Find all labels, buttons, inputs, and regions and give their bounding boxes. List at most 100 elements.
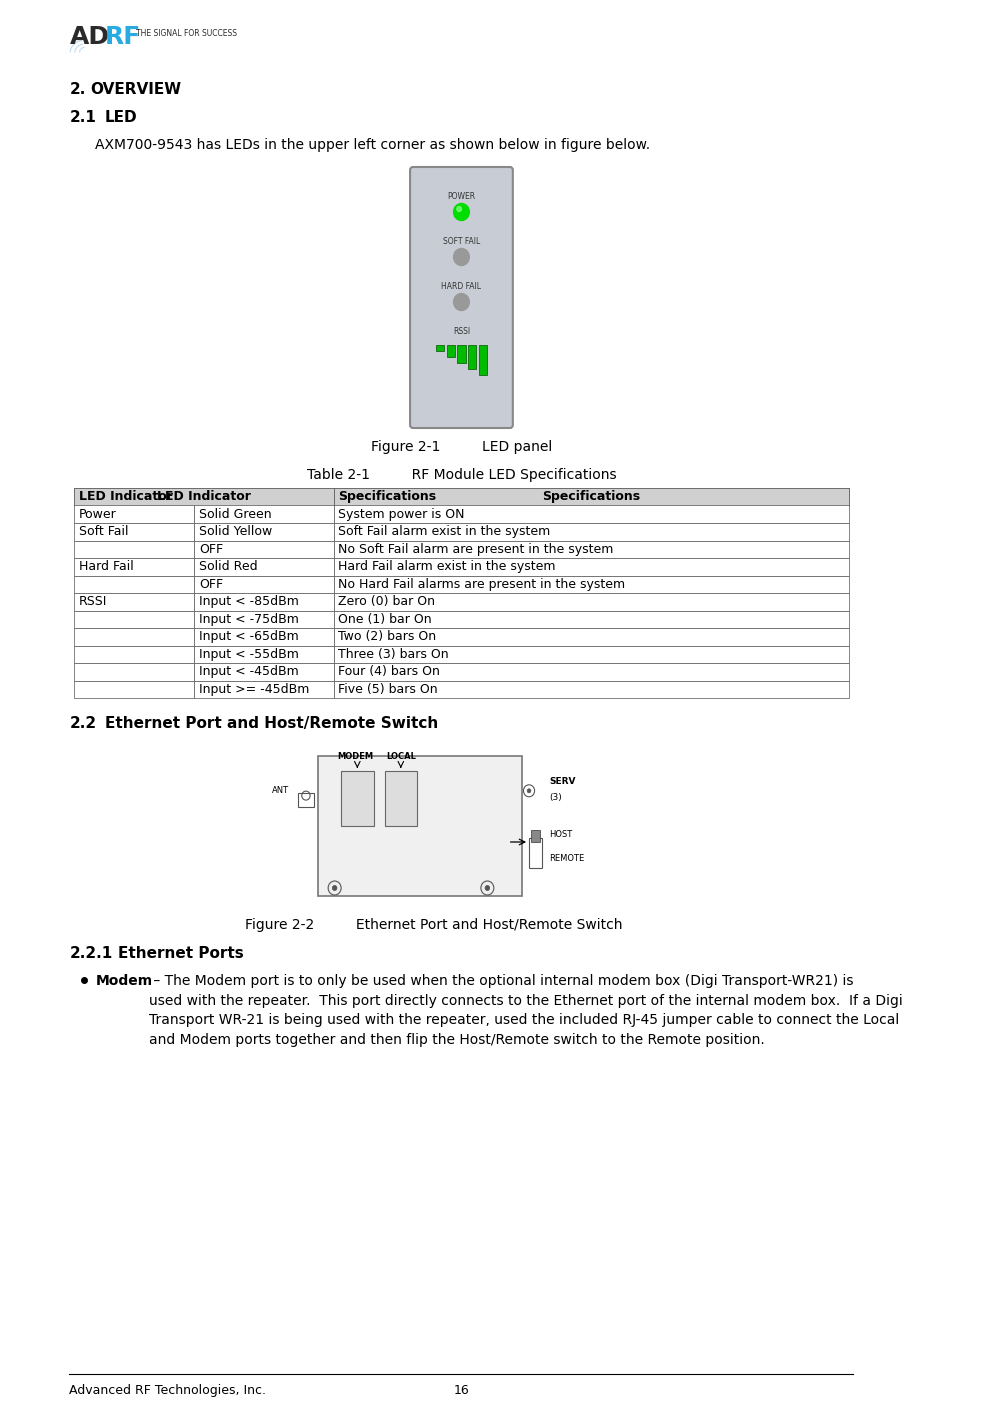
Text: Ethernet Ports: Ethernet Ports	[118, 946, 243, 961]
Bar	[74, 506, 194, 523]
Text: Solid Red: Solid Red	[198, 561, 257, 573]
Text: POWER: POWER	[448, 193, 476, 201]
Bar	[479, 346, 487, 375]
Text: Power: Power	[79, 508, 117, 521]
Bar	[194, 506, 334, 523]
Text: One (1) bar On: One (1) bar On	[338, 613, 432, 626]
Bar	[529, 838, 542, 868]
Text: Input < -65dBm: Input < -65dBm	[198, 630, 298, 643]
Text: Zero (0) bar On: Zero (0) bar On	[338, 595, 436, 609]
Bar	[334, 593, 848, 610]
Text: Two (2) bars On: Two (2) bars On	[338, 630, 437, 643]
Text: SOFT FAIL: SOFT FAIL	[443, 236, 481, 246]
Text: RSSI: RSSI	[453, 327, 470, 336]
Bar	[334, 523, 848, 541]
Bar	[436, 346, 445, 351]
Circle shape	[486, 885, 490, 891]
Text: 16: 16	[454, 1383, 470, 1398]
Circle shape	[527, 789, 530, 793]
Text: No Hard Fail alarms are present in the system: No Hard Fail alarms are present in the s…	[338, 578, 625, 590]
Text: Four (4) bars On: Four (4) bars On	[338, 666, 440, 678]
Bar	[334, 489, 848, 506]
Text: Three (3) bars On: Three (3) bars On	[338, 647, 449, 661]
Bar	[468, 346, 477, 370]
Text: Solid Green: Solid Green	[198, 508, 271, 521]
Bar	[194, 663, 334, 681]
Text: Table 2-1   RF Module LED Specifications: Table 2-1 RF Module LED Specifications	[307, 469, 616, 481]
Text: Figure 2-1   LED panel: Figure 2-1 LED panel	[371, 440, 552, 455]
Text: Solid Yellow: Solid Yellow	[198, 525, 272, 538]
Text: Input >= -45dBm: Input >= -45dBm	[198, 683, 309, 695]
Text: 2.: 2.	[70, 82, 86, 98]
Text: 2.1: 2.1	[70, 110, 97, 125]
Text: Hard Fail alarm exist in the system: Hard Fail alarm exist in the system	[338, 561, 555, 573]
Bar	[334, 610, 848, 629]
Text: MODEM: MODEM	[337, 752, 373, 760]
Bar	[74, 629, 194, 646]
Bar	[334, 681, 848, 698]
Text: 2.2: 2.2	[70, 716, 97, 731]
Bar	[194, 629, 334, 646]
Text: Five (5) bars On: Five (5) bars On	[338, 683, 438, 695]
Text: (3): (3)	[549, 793, 562, 801]
Bar	[194, 681, 334, 698]
Bar	[74, 593, 194, 610]
Bar	[334, 575, 848, 593]
Text: – The Modem port is to only be used when the optional internal modem box (Digi T: – The Modem port is to only be used when…	[149, 974, 903, 1046]
Text: Specifications: Specifications	[338, 490, 437, 503]
Bar	[194, 646, 334, 663]
Bar	[194, 610, 334, 629]
Bar	[74, 646, 194, 663]
Bar	[74, 541, 194, 558]
Bar	[74, 681, 194, 698]
Bar	[194, 558, 334, 575]
Bar	[447, 346, 455, 357]
Text: RF: RF	[105, 25, 141, 50]
Text: ANT: ANT	[272, 786, 289, 796]
Text: LOCAL: LOCAL	[387, 752, 416, 760]
Text: Input < -45dBm: Input < -45dBm	[198, 666, 298, 678]
Text: OFF: OFF	[198, 578, 223, 590]
Text: SERV: SERV	[549, 777, 576, 786]
Text: LED Indicator: LED Indicator	[157, 490, 251, 503]
Text: Advanced RF Technologies, Inc.: Advanced RF Technologies, Inc.	[70, 1383, 266, 1398]
Text: RSSI: RSSI	[79, 595, 107, 609]
Circle shape	[454, 293, 470, 310]
Bar	[334, 489, 848, 506]
Text: Hard Fail: Hard Fail	[79, 561, 134, 573]
Bar	[74, 523, 194, 541]
Bar	[334, 629, 848, 646]
Circle shape	[454, 248, 470, 265]
Bar	[385, 770, 417, 826]
Bar	[74, 575, 194, 593]
Bar	[298, 793, 314, 807]
Bar	[74, 489, 334, 506]
Text: No Soft Fail alarm are present in the system: No Soft Fail alarm are present in the sy…	[338, 542, 613, 555]
Text: Figure 2-2   Ethernet Port and Host/Remote Switch: Figure 2-2 Ethernet Port and Host/Remote…	[245, 918, 622, 932]
Text: 2.2.1: 2.2.1	[70, 946, 113, 961]
Bar	[334, 558, 848, 575]
Text: Input < -55dBm: Input < -55dBm	[198, 647, 299, 661]
Bar	[74, 610, 194, 629]
Text: LED: LED	[105, 110, 138, 125]
Text: AXM700-9543 has LEDs in the upper left corner as shown below in figure below.: AXM700-9543 has LEDs in the upper left c…	[96, 137, 650, 152]
Bar	[194, 523, 334, 541]
Text: Ethernet Port and Host/Remote Switch: Ethernet Port and Host/Remote Switch	[105, 716, 438, 731]
FancyBboxPatch shape	[410, 167, 512, 428]
Text: HARD FAIL: HARD FAIL	[442, 282, 482, 292]
Bar	[341, 770, 374, 826]
Bar	[74, 558, 194, 575]
Text: OVERVIEW: OVERVIEW	[90, 82, 180, 98]
Bar	[334, 663, 848, 681]
Bar	[334, 506, 848, 523]
Text: Soft Fail alarm exist in the system: Soft Fail alarm exist in the system	[338, 525, 550, 538]
Text: HOST: HOST	[549, 830, 572, 838]
Text: THE SIGNAL FOR SUCCESS: THE SIGNAL FOR SUCCESS	[136, 28, 237, 38]
Text: Soft Fail: Soft Fail	[79, 525, 129, 538]
Text: Input < -85dBm: Input < -85dBm	[198, 595, 299, 609]
Text: OFF: OFF	[198, 542, 223, 555]
Text: REMOTE: REMOTE	[549, 854, 584, 862]
Text: Specifications: Specifications	[542, 490, 640, 503]
Bar	[194, 575, 334, 593]
Bar	[194, 541, 334, 558]
